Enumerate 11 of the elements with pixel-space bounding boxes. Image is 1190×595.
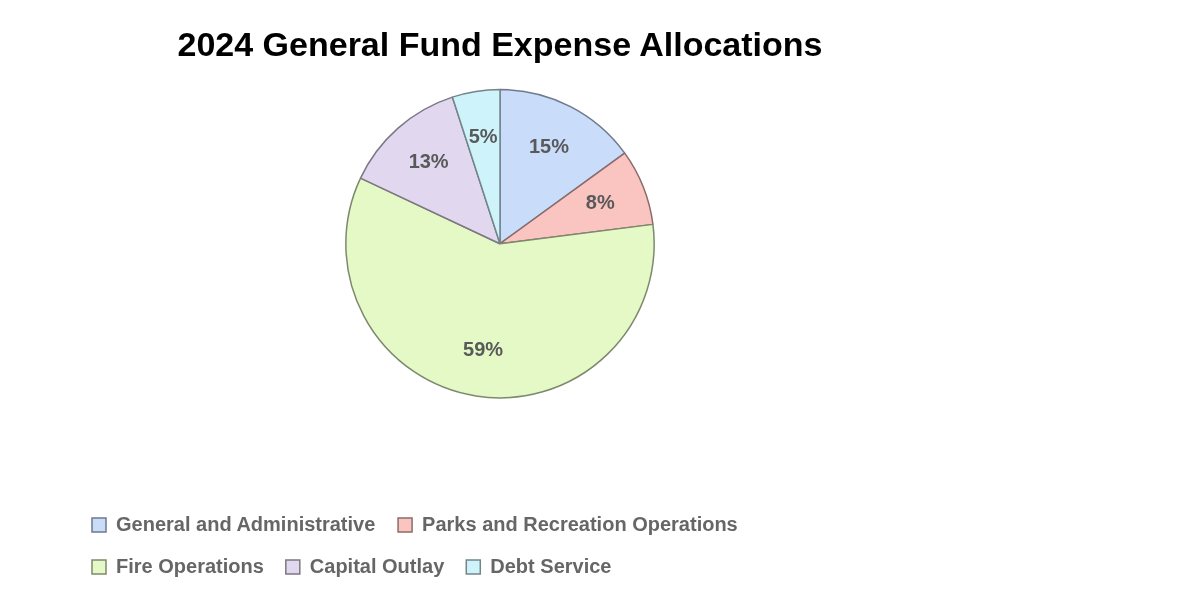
data-label: 8% bbox=[585, 191, 615, 214]
legend-label: Capital Outlay bbox=[309, 554, 446, 577]
legend-label: Parks and Recreation Operations bbox=[422, 512, 738, 535]
chart-title: 2024 General Fund Expense Allocations bbox=[177, 24, 823, 63]
legend-label: General and Administrative bbox=[116, 512, 376, 535]
data-label: 59% bbox=[463, 337, 504, 360]
legend-label: Debt Service bbox=[490, 554, 612, 577]
data-label: 15% bbox=[528, 135, 570, 158]
data-label: 13% bbox=[408, 150, 449, 173]
data-label: 5% bbox=[468, 124, 498, 147]
legend-label: Fire Operations bbox=[116, 554, 264, 577]
